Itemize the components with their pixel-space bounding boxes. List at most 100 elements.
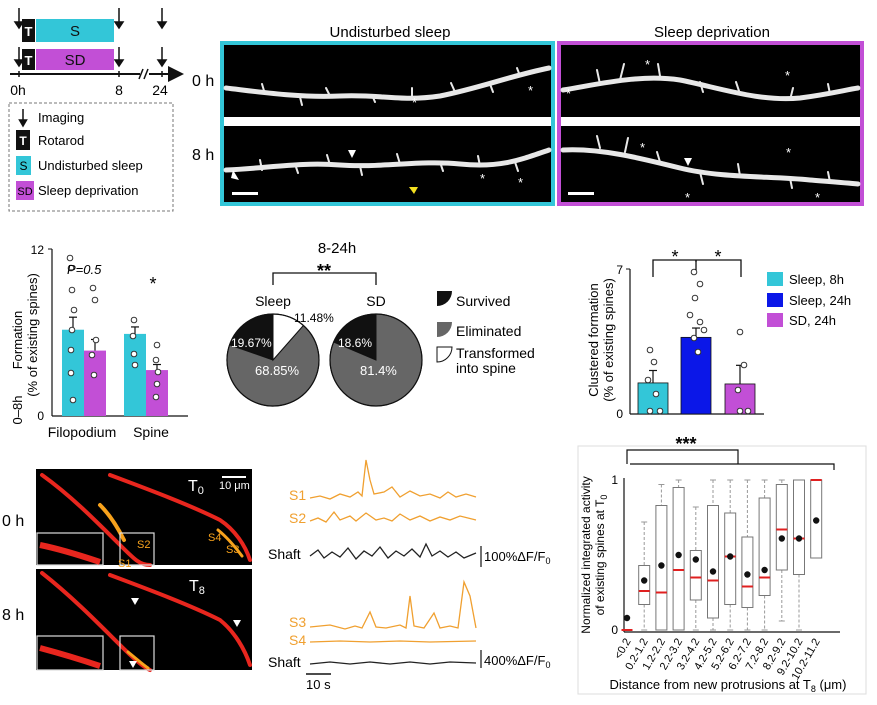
formation-data-point — [90, 371, 98, 379]
calcium-arrowhead-3 — [129, 661, 137, 668]
trace-label-shaft-top: Shaft — [268, 546, 301, 562]
calcium-arrowhead-1 — [131, 598, 139, 605]
trace-label-s3: S3 — [289, 614, 306, 630]
clustered-bar — [637, 382, 669, 415]
clustered-data-point — [691, 294, 699, 302]
formation-data-point — [91, 296, 99, 304]
pie-sleep-transformed-value: 11.48% — [294, 311, 334, 325]
svg-text:*: * — [518, 175, 523, 190]
clustered-data-point — [744, 407, 752, 415]
clustered-legend-sleep8-icon — [767, 272, 783, 286]
formation-data-point — [67, 264, 75, 272]
svg-text:*: * — [645, 57, 650, 72]
calcium-scale-bar — [222, 476, 246, 478]
svg-text:*: * — [785, 68, 790, 83]
boxplot-ylabel-line1: Normalized integrated activity — [579, 476, 593, 633]
boxplot-xlabel: Distance from new protrusions at T8 (μm) — [610, 677, 847, 694]
clustered-data-point — [656, 407, 664, 415]
calcium-inset-t0-dendrite — [39, 542, 101, 565]
formation-data-point — [66, 254, 74, 262]
legend-imaging-label: Imaging — [38, 110, 84, 125]
trace-time-scale-label: 10 s — [306, 677, 331, 692]
formation-data-point — [153, 380, 161, 388]
legend-survived-label: Survived — [456, 293, 510, 309]
clustered-data-point — [650, 358, 658, 366]
clustered-significance-right: * — [714, 247, 721, 267]
trace-scale-label-top: 100%ΔF/F0 — [484, 549, 550, 566]
timeline-legend-box — [8, 102, 174, 212]
formation-data-point — [67, 346, 75, 354]
legend-transformed-label-1: Transformed — [456, 345, 535, 361]
box-mean — [744, 571, 751, 578]
trace-scale-label-bottom: 400%ΔF/F0 — [484, 653, 550, 670]
pie-sleep — [226, 313, 320, 407]
calcium-t8-label: T8 — [189, 578, 205, 597]
legend-sleep-label: Undisturbed sleep — [38, 158, 143, 173]
legend-rotarod-label: Rotarod — [38, 133, 84, 148]
legend-survived-icon — [437, 291, 452, 306]
boxplot-significance-label: *** — [675, 434, 696, 454]
time-label-0h: 0h — [10, 82, 26, 98]
box-mean — [813, 517, 820, 524]
clustered-data-point — [644, 376, 652, 384]
pie-sd — [329, 313, 423, 407]
formation-category-filopodium: Filopodium — [48, 424, 116, 440]
boxplot-significance-bracket — [626, 449, 835, 470]
trace-s4 — [309, 640, 477, 643]
formation-significance-star: * — [149, 274, 156, 294]
spine-label-s2: S2 — [137, 539, 150, 551]
clustered-significance-bracket — [652, 259, 742, 277]
boxplot-frame — [577, 445, 867, 695]
legend-eliminated-label: Eliminated — [456, 323, 521, 339]
box-iqr — [689, 550, 702, 601]
formation-data-point — [70, 306, 78, 314]
arrowhead-sleep-white-top — [348, 150, 356, 158]
pie-label-sd: SD — [366, 293, 385, 309]
panel-c-formation-chart: 12 0 Formation (% of existing spines) 0–… — [10, 243, 188, 440]
pie-significance-label: ** — [317, 261, 331, 281]
clustered-data-point — [646, 346, 654, 354]
title-sleep-deprivation: Sleep deprivation — [654, 24, 770, 41]
calcium-roi-box-t8 — [119, 635, 155, 671]
sd-image-divider — [561, 117, 860, 126]
scale-bar-sleep — [232, 192, 258, 195]
formation-data-point — [153, 341, 161, 349]
box-mean — [709, 568, 717, 575]
clustered-data-point — [736, 407, 744, 415]
calcium-row-label-0h: 0 h — [2, 513, 24, 530]
trace-shaft-top — [309, 542, 477, 560]
box-iqr — [793, 479, 805, 575]
clustered-data-point — [646, 407, 654, 415]
row-label-0h: 0 h — [192, 73, 214, 90]
svg-text:*: * — [640, 140, 645, 155]
clustered-data-point — [694, 348, 702, 356]
formation-data-point — [68, 286, 76, 294]
arrowhead-sleep-white-left — [231, 170, 239, 180]
box-mean — [658, 562, 665, 569]
sleep-bar — [36, 19, 114, 42]
boxplot-ytick-min: 0 — [611, 623, 618, 637]
clustered-data-point — [696, 280, 704, 288]
traces-top — [309, 459, 477, 665]
formation-ytick-min: 0 — [37, 409, 44, 423]
svg-text:*: * — [685, 190, 690, 205]
box-mean — [641, 577, 648, 584]
box-iqr — [775, 484, 788, 571]
panel-b-dendrites: Undisturbed sleep Sleep deprivation 0 h … — [192, 24, 864, 206]
row-label-8h: 8 h — [192, 147, 214, 164]
dendrite-sleep-8h — [223, 147, 552, 176]
formation-pvalue-annotation: P=0.5 — [67, 262, 102, 277]
arrowhead-sd-white — [684, 158, 692, 166]
box-mean — [778, 535, 785, 542]
rotarod-letter-bottom: T — [25, 53, 33, 68]
pie-sleep-survived-value: 19.67% — [231, 336, 272, 350]
formation-data-point — [131, 361, 139, 369]
time-label-24: 24 — [152, 82, 168, 98]
imaging-arrows — [13, 8, 168, 68]
legend-transformed-icon — [436, 346, 453, 363]
clustered-legend-sleep24-label: Sleep, 24h — [789, 293, 851, 308]
sd-bar-label: SD — [65, 52, 86, 69]
formation-data-point — [152, 393, 160, 401]
formation-category-spine: Spine — [133, 424, 169, 440]
